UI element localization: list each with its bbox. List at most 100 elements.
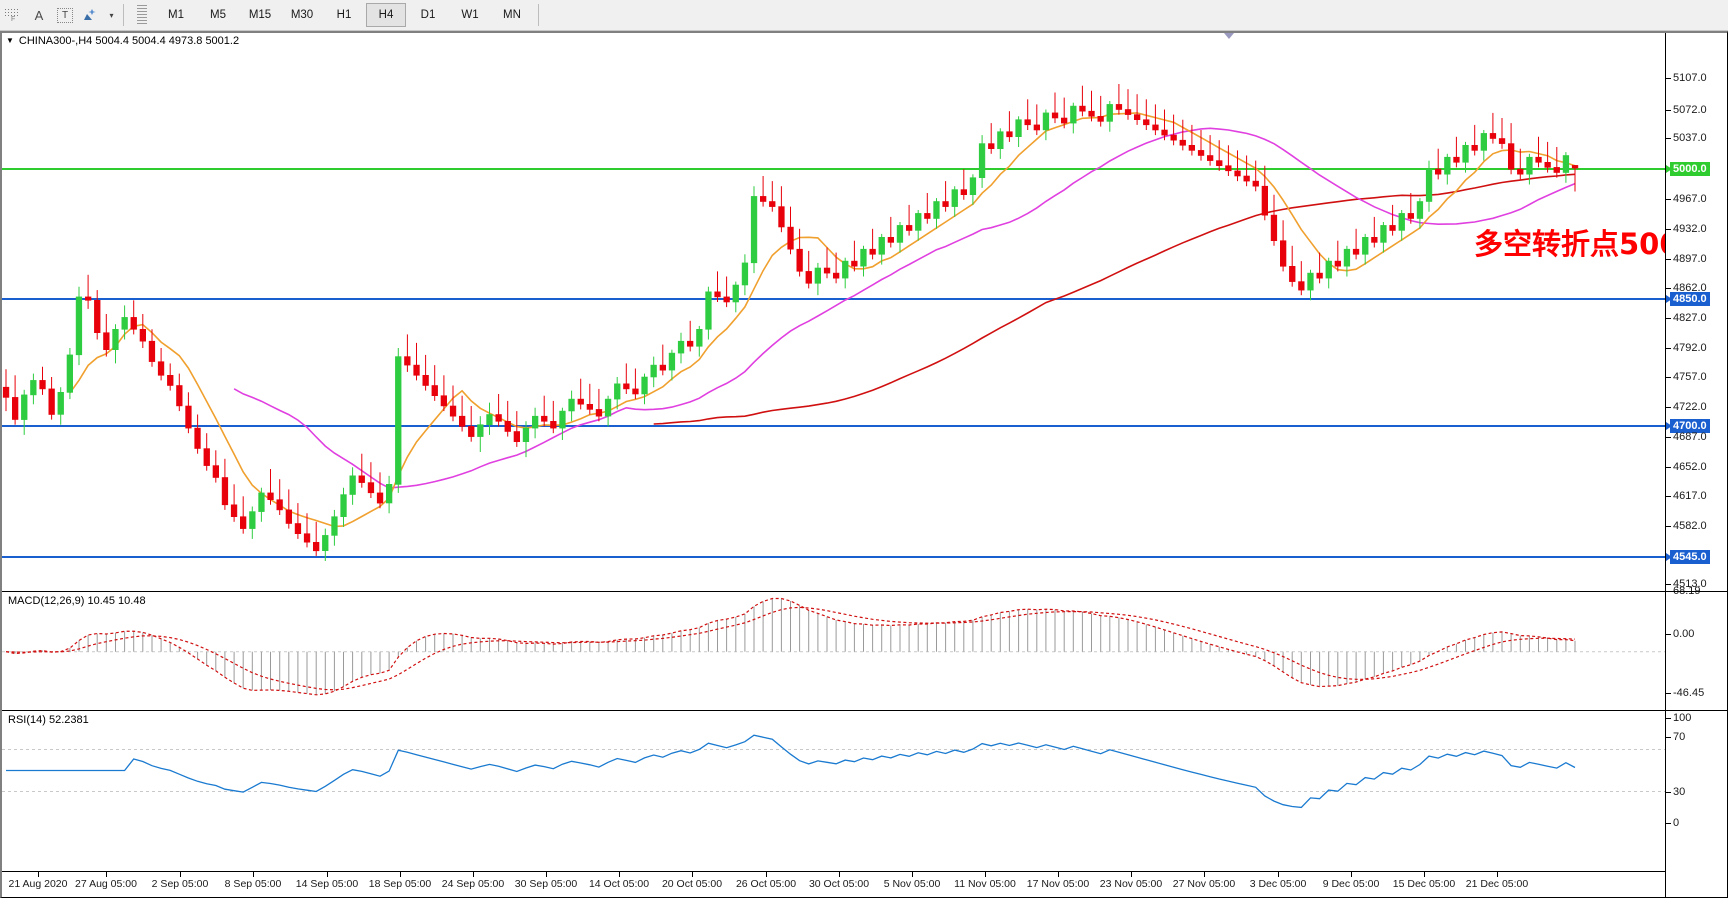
price-tick-mark <box>1666 496 1671 497</box>
grid-f-icon[interactable]: F <box>0 3 26 27</box>
price-level-label[interactable]: 5000.0 <box>1670 162 1710 176</box>
timeframe-label: M1 <box>168 9 184 21</box>
rsi-scale-separator <box>1666 710 1727 711</box>
price-tick-label: 4967.0 <box>1673 193 1707 205</box>
price-tick-label: 4757.0 <box>1673 371 1707 383</box>
price-level-label[interactable]: 4545.0 <box>1670 550 1710 564</box>
timeframe-m5[interactable]: M5 <box>198 3 238 27</box>
time-tick-label: 18 Sep 05:00 <box>368 878 432 890</box>
timeframe-w1[interactable]: W1 <box>450 3 490 27</box>
text-a-icon[interactable]: A <box>26 3 52 27</box>
time-tick-label: 14 Oct 05:00 <box>588 878 650 890</box>
quote-text: CHINA300-,H4 5004.4 5004.4 4973.8 5001.2 <box>18 34 240 47</box>
timeframe-h1[interactable]: H1 <box>324 3 364 27</box>
time-tick-mark <box>1131 872 1132 877</box>
toolbar-tools-group: F A T ▾ <box>0 0 118 30</box>
price-level-arrow-icon <box>1666 553 1672 561</box>
time-tick-label: 27 Aug 05:00 <box>75 878 137 890</box>
price-tick-label: 5072.0 <box>1673 104 1707 116</box>
time-tick-mark <box>546 872 547 877</box>
rsi-tick-label: 0 <box>1673 817 1680 829</box>
time-tick-mark <box>1351 872 1352 877</box>
collapse-triangle-icon[interactable]: ▼ <box>6 36 14 45</box>
macd-pane[interactable] <box>2 593 1665 710</box>
time-tick-label: 23 Nov 05:00 <box>1099 878 1163 890</box>
time-tick-label: 9 Dec 05:00 <box>1322 878 1380 890</box>
svg-text:F: F <box>11 16 16 21</box>
price-tick-label: 4897.0 <box>1673 253 1707 265</box>
macd-pane-label: MACD(12,26,9) 10.45 10.48 <box>8 595 146 607</box>
price-level-label[interactable]: 4700.0 <box>1670 419 1710 433</box>
text-a-glyph: A <box>34 7 44 23</box>
time-tick-label: 17 Nov 05:00 <box>1026 878 1090 890</box>
price-tick-label: 4687.0 <box>1673 431 1707 443</box>
price-tick-mark <box>1666 377 1671 378</box>
price-tick-mark <box>1666 259 1671 260</box>
text-label-icon[interactable]: T <box>52 3 78 27</box>
toolbar-divider-1 <box>123 4 124 26</box>
macd-tick-mark <box>1666 693 1671 694</box>
price-tick-mark <box>1666 526 1671 527</box>
time-tick-mark <box>473 872 474 877</box>
rsi-pane-label: RSI(14) 52.2381 <box>8 714 89 726</box>
time-tick-label: 24 Sep 05:00 <box>441 878 505 890</box>
timeframe-label: M5 <box>210 9 226 21</box>
time-tick-mark <box>1497 872 1498 877</box>
price-tick-mark <box>1666 318 1671 319</box>
time-tick-label: 8 Sep 05:00 <box>224 878 282 890</box>
price-tick-label: 4792.0 <box>1673 342 1707 354</box>
time-tick-mark <box>839 872 840 877</box>
time-tick-label: 3 Dec 05:00 <box>1249 878 1307 890</box>
price-pane[interactable] <box>2 33 1665 592</box>
time-tick-label: 15 Dec 05:00 <box>1392 878 1456 890</box>
price-tick-label: 5107.0 <box>1673 72 1707 84</box>
timeframe-m15[interactable]: M15 <box>240 3 280 27</box>
time-tick-mark <box>619 872 620 877</box>
price-tick-mark <box>1666 437 1671 438</box>
timeframe-group: M1 M5 M15 M30 H1 H4 D1 W1 MN <box>155 0 533 30</box>
price-tick-mark <box>1666 348 1671 349</box>
time-tick-mark <box>38 872 39 877</box>
rsi-tick-mark <box>1666 823 1671 824</box>
symbol-quote-bar: ▼ CHINA300-,H4 5004.4 5004.4 4973.8 5001… <box>2 33 239 48</box>
chart-plot-area[interactable]: ▼ CHINA300-,H4 5004.4 5004.4 4973.8 5001… <box>2 33 1665 897</box>
timeframe-h4[interactable]: H4 <box>366 3 406 27</box>
price-tick-mark <box>1666 199 1671 200</box>
price-level-arrow-icon <box>1666 295 1672 303</box>
rsi-pane[interactable] <box>2 712 1665 828</box>
timeframe-m30[interactable]: M30 <box>282 3 322 27</box>
time-tick-mark <box>985 872 986 877</box>
zoom-slider-icon[interactable] <box>129 3 155 27</box>
timeframe-mn[interactable]: MN <box>492 3 532 27</box>
timeframe-d1[interactable]: D1 <box>408 3 448 27</box>
price-tick-label: 4827.0 <box>1673 312 1707 324</box>
price-tick-mark <box>1666 229 1671 230</box>
timeframe-m1[interactable]: M1 <box>156 3 196 27</box>
timeframe-label: H4 <box>378 9 394 21</box>
rsi-tick-label: 70 <box>1673 731 1686 743</box>
timeframe-label: M15 <box>248 9 272 21</box>
time-tick-label: 26 Oct 05:00 <box>735 878 797 890</box>
objects-icon[interactable] <box>78 3 104 27</box>
rsi-tick-label: 100 <box>1673 712 1692 724</box>
time-tick-mark <box>180 872 181 877</box>
time-axis[interactable]: 21 Aug 2020 27 Aug 05:00 2 Sep 05:00 8 Sep … <box>2 871 1665 897</box>
toolbar-divider-2 <box>538 4 539 26</box>
time-tick-label: 2 Sep 05:00 <box>151 878 209 890</box>
objects-dropdown-caret-icon[interactable]: ▾ <box>104 3 118 27</box>
price-tick-mark <box>1666 138 1671 139</box>
time-tick-label: 30 Oct 05:00 <box>808 878 870 890</box>
price-level-arrow-icon <box>1666 165 1672 173</box>
price-tick-mark <box>1666 110 1671 111</box>
price-level-label[interactable]: 4850.0 <box>1670 292 1710 306</box>
time-tick-label: 21 Aug 2020 <box>8 878 68 890</box>
time-tick-mark <box>912 872 913 877</box>
time-tick-label: 30 Sep 05:00 <box>514 878 578 890</box>
time-tick-mark <box>766 872 767 877</box>
timeframe-label: MN <box>503 9 521 21</box>
price-level-arrow-icon <box>1666 422 1672 430</box>
time-tick-mark <box>106 872 107 877</box>
price-scale-axis[interactable]: 5107.0 5072.0 5037.0 5000.0 4967.0 4932.0 4897… <box>1665 33 1727 897</box>
timeframe-label: W1 <box>461 9 479 21</box>
time-tick-mark <box>1204 872 1205 877</box>
